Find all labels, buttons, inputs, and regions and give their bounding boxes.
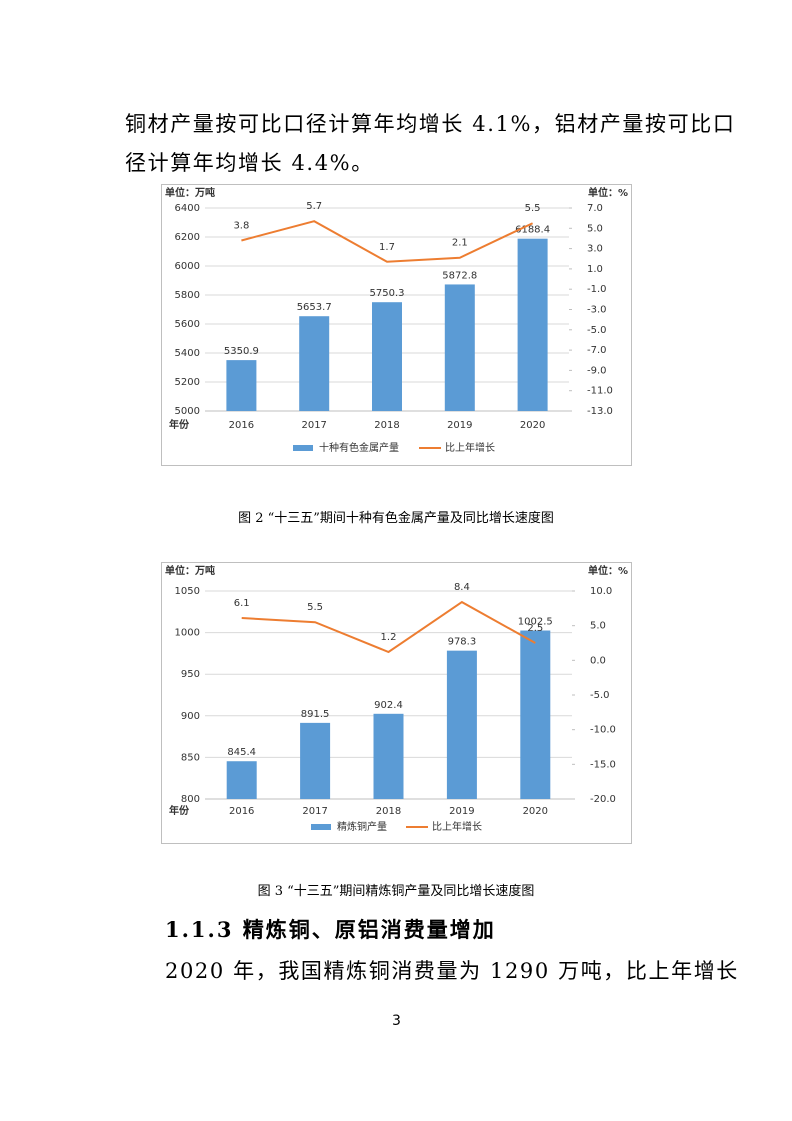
- x-tick-label: 2016: [229, 806, 254, 817]
- y2-tick-label: -1.0: [587, 284, 607, 295]
- legend-label: 比上年增长: [445, 441, 495, 454]
- line-value-label: 5.5: [307, 602, 323, 613]
- y2-tick-label: -20.0: [590, 794, 616, 805]
- bar: [373, 713, 404, 799]
- bar: [372, 302, 402, 411]
- y2-tick-label: 5.0: [587, 223, 603, 234]
- line-value-label: 5.5: [525, 203, 541, 214]
- y2-tick-label: 0.0: [590, 655, 606, 666]
- y2-tick-label: -7.0: [587, 345, 607, 356]
- y2-axis-unit: 单位：%: [588, 186, 628, 199]
- y-tick-label: 5800: [175, 290, 200, 301]
- x-tick-label: 2020: [523, 806, 548, 817]
- legend-swatch: [293, 445, 313, 451]
- x-axis-label: 年份: [169, 804, 190, 817]
- line-value-label: 6.1: [234, 598, 250, 609]
- x-tick-label: 2017: [302, 806, 327, 817]
- caption: 图 3 “十三五”期间精炼铜产量及同比增长速度图: [257, 884, 535, 899]
- y2-tick-label: 5.0: [590, 621, 606, 632]
- line-value-label: 8.4: [454, 582, 470, 593]
- y2-tick-label: -5.0: [587, 325, 607, 336]
- y-tick-label: 5000: [175, 406, 200, 417]
- bar: [299, 316, 330, 411]
- legend-label: 比上年增长: [432, 820, 482, 833]
- y2-tick-label: -9.0: [587, 365, 607, 376]
- y2-axis-unit: 单位：%: [588, 564, 628, 577]
- x-tick-label: 2018: [376, 806, 401, 817]
- x-tick-label: 2016: [229, 420, 254, 431]
- line-value-label: 1.2: [381, 632, 397, 643]
- line: [241, 220, 534, 263]
- y-tick-label: 900: [181, 711, 200, 722]
- y2-tick-label: -10.0: [590, 725, 616, 736]
- paragraph-line: 铜材产量按可比口径计算年均增长 4.1%，铝材产量按可比口: [125, 112, 736, 136]
- bar: [446, 650, 477, 799]
- bar-value-label: 5750.3: [370, 288, 405, 299]
- y-tick-label: 1050: [175, 586, 200, 597]
- line-value-label: 5.7: [306, 201, 322, 212]
- x-tick-label: 2020: [520, 420, 545, 431]
- bar-value-label: 5872.8: [442, 270, 477, 281]
- bar-value-label: 978.3: [448, 637, 477, 648]
- y2-tick-label: 7.0: [587, 203, 603, 214]
- y2-tick-label: 1.0: [587, 264, 603, 275]
- y2-tick-label: -15.0: [590, 759, 616, 770]
- y-tick-label: 6000: [175, 261, 200, 272]
- paragraph-line: 径计算年均增长 4.4%。: [125, 151, 374, 175]
- y-tick-label: 6200: [175, 232, 200, 243]
- bar-value-label: 1002.5: [518, 617, 553, 628]
- bar-value-label: 891.5: [301, 709, 330, 720]
- bar-value-label: 5653.7: [297, 302, 332, 313]
- line-value-label: 2.5: [527, 623, 543, 634]
- bar: [517, 238, 548, 411]
- y-tick-label: 850: [181, 752, 200, 763]
- x-tick-label: 2019: [449, 806, 474, 817]
- y2-tick-label: 10.0: [590, 586, 612, 597]
- legend-label: 十种有色金属产量: [319, 441, 399, 454]
- y-tick-label: 950: [181, 669, 200, 680]
- y-tick-label: 5400: [175, 348, 200, 359]
- line-value-label: 1.7: [379, 242, 395, 253]
- y2-tick-label: -11.0: [587, 386, 613, 397]
- y-axis-unit: 单位：万吨: [165, 564, 215, 577]
- y2-tick-label: -13.0: [587, 406, 613, 417]
- y2-tick-label: 3.0: [587, 244, 603, 255]
- bar: [226, 360, 257, 411]
- line: [241, 600, 536, 654]
- y2-tick-label: -3.0: [587, 305, 607, 316]
- page-number: 3: [392, 1013, 401, 1029]
- legend-swatch: [311, 824, 331, 830]
- y-axis-unit: 单位：万吨: [165, 186, 215, 199]
- bar: [520, 630, 551, 799]
- legend-label: 精炼铜产量: [337, 820, 387, 833]
- x-tick-label: 2018: [374, 420, 399, 431]
- bar-value-label: 5350.9: [224, 346, 259, 357]
- caption: 图 2 “十三五”期间十种有色金属产量及同比增长速度图: [238, 511, 554, 526]
- y-tick-label: 800: [181, 794, 200, 805]
- chart: 800 850 900 950 1000 1050 -20.0 -15.0 -10.0 -5.0 0…: [161, 562, 632, 844]
- bar: [444, 284, 475, 411]
- y-tick-label: 5600: [175, 319, 200, 330]
- bar-value-label: 6188.4: [515, 225, 550, 236]
- section-heading: 1.1.3 精炼铜、原铝消费量增加: [165, 917, 496, 942]
- y2-tick-label: -5.0: [590, 690, 610, 701]
- x-tick-label: 2017: [301, 420, 326, 431]
- paragraph: 2020 年，我国精炼铜消费量为 1290 万吨，比上年增长: [165, 959, 739, 983]
- x-tick-label: 2019: [447, 420, 472, 431]
- y-tick-label: 5200: [175, 377, 200, 388]
- x-axis-label: 年份: [169, 418, 190, 431]
- line-value-label: 3.8: [233, 220, 249, 231]
- line-value-label: 2.1: [452, 238, 468, 249]
- y-tick-label: 6400: [175, 203, 200, 214]
- y-tick-label: 1000: [175, 628, 200, 639]
- bar-value-label: 902.4: [374, 700, 403, 711]
- bar: [226, 761, 257, 799]
- bar-value-label: 845.4: [227, 747, 256, 758]
- bar: [300, 722, 331, 799]
- chart: 5000 5200 5400 5600 5800 6000 6200 6400 -13.0 -11…: [161, 184, 632, 466]
